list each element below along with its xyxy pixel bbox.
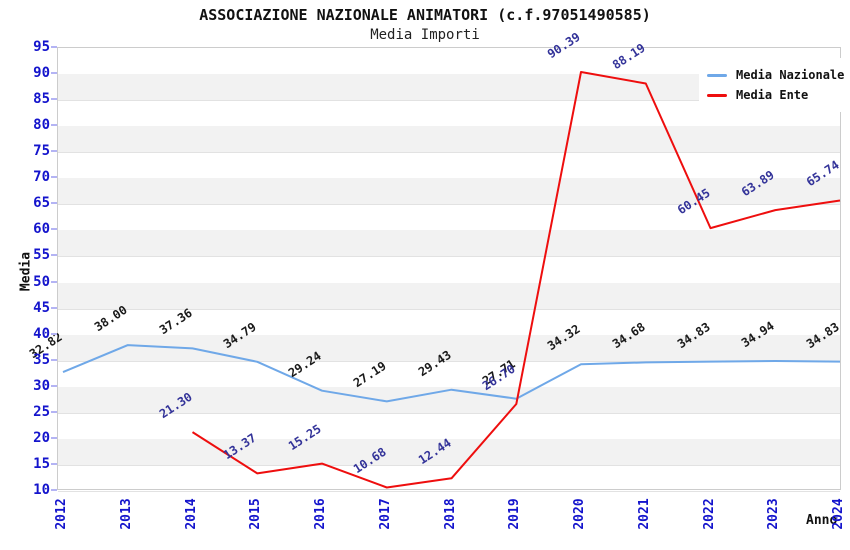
y-tick-mark	[51, 332, 57, 335]
y-tick-label: 75	[33, 143, 50, 160]
y-tick-mark	[51, 202, 57, 205]
y-tick-label: 55	[33, 247, 50, 264]
y-tick-label: 60	[33, 221, 50, 238]
y-tick-mark	[51, 228, 57, 231]
y-tick-mark	[51, 410, 57, 413]
y-tick-label: 65	[33, 195, 50, 212]
legend-line-swatch-icon	[707, 73, 727, 77]
chart-title: ASSOCIAZIONE NAZIONALE ANIMATORI (c.f.97…	[199, 6, 651, 24]
x-tick-label: 2024	[831, 498, 846, 530]
series-line-media-nazionale	[62, 344, 841, 403]
y-tick-label: 20	[33, 429, 50, 446]
x-tick-label: 2020	[572, 498, 587, 530]
x-tick-label: 2012	[54, 498, 69, 530]
gridline	[58, 491, 840, 492]
y-tick-label: 70	[33, 169, 50, 186]
y-tick-label: 35	[33, 351, 50, 368]
y-tick-mark	[51, 489, 57, 491]
y-tick-label: 45	[33, 299, 50, 316]
gridline	[58, 256, 840, 258]
y-tick-mark	[51, 462, 57, 465]
y-tick-label: 30	[33, 377, 50, 394]
gridline	[58, 152, 840, 154]
x-tick-label: 2021	[636, 498, 652, 530]
x-tick-label: 2019	[507, 498, 523, 530]
y-tick-mark	[51, 176, 57, 179]
gridline	[58, 204, 840, 206]
chart-subtitle: Media Importi	[370, 27, 480, 43]
y-tick-mark	[51, 280, 57, 283]
x-tick-label: 2014	[183, 498, 199, 530]
y-tick-mark	[51, 98, 57, 101]
x-tick-label: 2017	[377, 498, 393, 530]
series-lines	[62, 71, 841, 489]
gridline	[58, 360, 840, 362]
gridline	[58, 412, 840, 414]
x-tick-label: 2023	[766, 498, 782, 530]
plot-band	[58, 282, 840, 309]
y-tick-label: 15	[33, 455, 50, 472]
x-tick-label: 2015	[248, 498, 264, 530]
legend: Media Nazionale Media Ente	[699, 58, 850, 112]
x-tick-label: 2013	[118, 498, 134, 530]
plot-area: 32.82 38.00 37.36 34.79 29.24 27.19 29.43 27.71…	[27, 30, 842, 492]
legend-item: Media Nazionale	[707, 65, 844, 85]
legend-label: Media Ente	[736, 88, 809, 102]
y-tick-label: 95	[33, 39, 50, 55]
x-axis-title: Anno	[806, 513, 838, 528]
gridline	[58, 100, 840, 102]
plot-band	[58, 126, 840, 153]
y-tick-label: 90	[33, 65, 50, 82]
y-tick-mark	[51, 72, 57, 75]
gridline	[58, 308, 840, 310]
x-tick-label: 2022	[701, 498, 717, 530]
y-tick-label: 25	[33, 403, 50, 420]
plot-band	[58, 178, 840, 205]
y-tick-mark	[51, 306, 57, 309]
y-tick-mark	[51, 150, 57, 153]
plot-band	[58, 438, 840, 465]
series-line-media-ente	[191, 71, 841, 489]
plot-band	[58, 230, 840, 257]
y-tick-label: 85	[33, 91, 50, 108]
y-tick-label: 50	[33, 273, 50, 290]
y-tick-mark	[51, 124, 57, 127]
y-tick-mark	[51, 254, 57, 257]
y-tick-label: 40	[33, 325, 50, 342]
y-tick-mark	[51, 46, 57, 48]
gridline	[58, 464, 840, 466]
x-tick-label: 2016	[313, 498, 328, 530]
legend-line-swatch-icon	[707, 93, 727, 97]
y-tick-label: 80	[33, 117, 50, 134]
y-tick-mark	[51, 384, 57, 387]
y-tick-label: 10	[33, 482, 50, 498]
legend-item: Media Ente	[707, 85, 844, 105]
y-tick-mark	[51, 436, 57, 439]
x-tick-label: 2018	[442, 498, 458, 530]
y-tick-mark	[51, 358, 57, 361]
legend-label: Media Nazionale	[736, 68, 845, 82]
